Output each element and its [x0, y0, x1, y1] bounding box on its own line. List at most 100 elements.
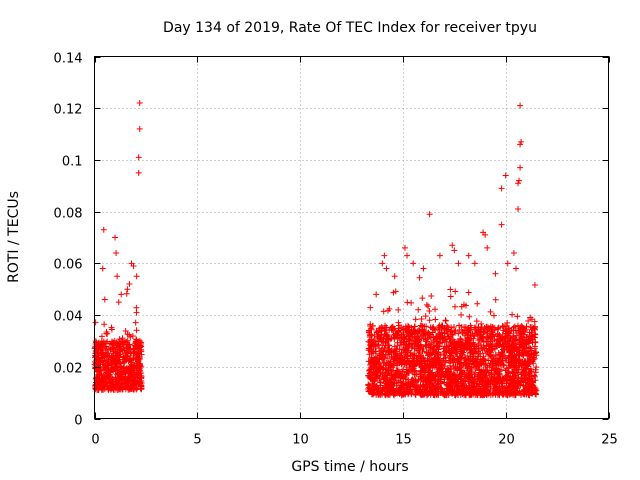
data-point — [388, 335, 395, 342]
data-point — [489, 327, 496, 334]
data-point — [430, 391, 437, 398]
data-point — [425, 303, 432, 310]
data-point — [519, 336, 526, 343]
data-point — [109, 383, 116, 390]
data-point — [409, 341, 416, 348]
data-point — [454, 374, 461, 381]
data-point — [382, 322, 389, 329]
data-point — [456, 322, 463, 329]
data-point — [521, 345, 528, 352]
data-point — [529, 358, 536, 365]
data-point — [422, 343, 429, 350]
data-point — [467, 353, 474, 360]
data-point — [393, 362, 400, 369]
data-point — [94, 378, 101, 385]
data-point — [392, 370, 399, 377]
data-point — [521, 375, 528, 382]
data-point — [133, 304, 140, 311]
data-point — [517, 102, 524, 109]
data-point — [467, 345, 474, 352]
data-point — [387, 388, 394, 395]
data-point — [393, 348, 400, 355]
data-point — [511, 323, 518, 330]
data-point — [431, 343, 438, 350]
data-point — [369, 359, 376, 366]
data-point — [531, 373, 538, 380]
data-point — [505, 359, 512, 366]
data-point — [465, 356, 472, 363]
data-point — [448, 376, 455, 383]
data-point — [469, 379, 476, 386]
data-point — [105, 350, 112, 357]
data-point — [396, 359, 403, 366]
data-point — [388, 379, 395, 386]
data-point — [517, 343, 524, 350]
data-point — [495, 349, 502, 356]
x-tick-label: 25 — [601, 433, 618, 448]
data-point — [113, 360, 120, 367]
data-point — [401, 244, 408, 251]
data-point — [494, 359, 501, 366]
data-point — [479, 371, 486, 378]
data-point — [385, 380, 392, 387]
data-point — [525, 377, 532, 384]
data-point — [381, 374, 388, 381]
data-point — [133, 327, 140, 334]
data-point — [111, 337, 118, 344]
data-point — [518, 138, 525, 145]
data-point — [120, 344, 127, 351]
data-point — [388, 368, 395, 375]
data-point — [459, 329, 466, 336]
data-point — [366, 331, 373, 338]
data-point — [405, 368, 412, 375]
data-point — [454, 357, 461, 364]
data-point — [113, 250, 120, 257]
data-point — [510, 379, 517, 386]
data-point — [391, 334, 398, 341]
data-point — [126, 375, 133, 382]
x-axis-label: GPS time / hours — [291, 459, 408, 475]
data-point — [95, 386, 102, 393]
data-point — [511, 378, 518, 385]
data-point — [369, 322, 376, 329]
data-point — [516, 177, 523, 184]
data-point — [134, 371, 141, 378]
data-point — [98, 345, 105, 352]
data-point — [395, 327, 402, 334]
data-point — [531, 330, 538, 337]
data-point — [383, 386, 390, 393]
data-point — [506, 353, 513, 360]
data-point — [422, 313, 429, 320]
data-point — [484, 335, 491, 342]
data-point — [515, 327, 522, 334]
data-point — [397, 388, 404, 395]
data-point — [117, 371, 124, 378]
data-point — [410, 361, 417, 368]
data-point — [477, 386, 484, 393]
data-point — [458, 375, 465, 382]
data-point — [456, 387, 463, 394]
y-tick-label: 0.08 — [54, 207, 83, 222]
data-point — [411, 367, 418, 374]
data-point — [475, 327, 482, 334]
data-point — [498, 185, 505, 192]
data-point — [417, 354, 424, 361]
data-point — [368, 342, 375, 349]
data-point — [465, 289, 472, 296]
data-point — [408, 324, 415, 331]
data-point — [424, 384, 431, 391]
data-point — [411, 323, 418, 330]
data-point — [380, 385, 387, 392]
data-point — [511, 336, 518, 343]
data-point — [498, 349, 505, 356]
data-point — [117, 363, 124, 370]
data-point — [137, 385, 144, 392]
data-point — [532, 331, 539, 338]
data-point — [368, 376, 375, 383]
data-point — [108, 324, 115, 331]
data-point — [118, 291, 125, 298]
data-point — [528, 375, 535, 382]
y-tick-label: 0.14 — [54, 52, 83, 67]
data-point — [517, 141, 524, 148]
data-point — [518, 391, 525, 398]
